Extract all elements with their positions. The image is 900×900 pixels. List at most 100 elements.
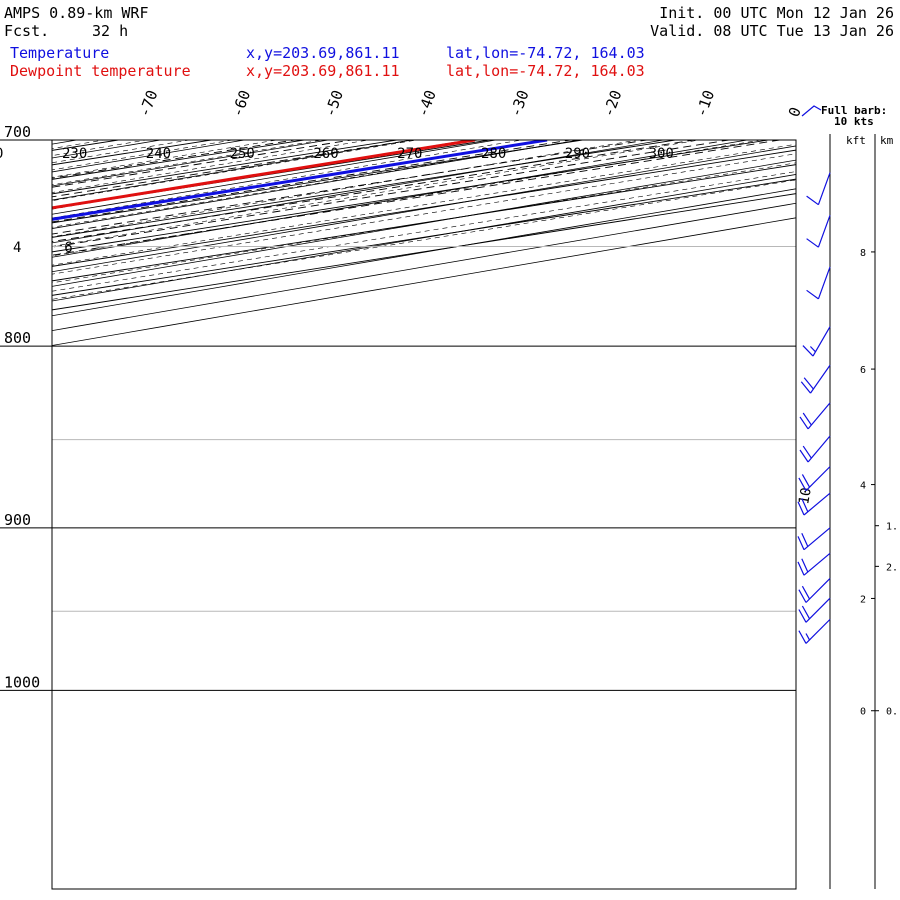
moist-adiabat-line bbox=[52, 140, 581, 228]
wind-barb bbox=[806, 172, 831, 206]
wind-barb bbox=[798, 597, 831, 623]
moist-adiabat-line bbox=[52, 140, 149, 156]
wind-barb bbox=[797, 527, 831, 551]
pressure-tick-label: 800 bbox=[4, 329, 31, 347]
moist-adiabat-line bbox=[52, 162, 796, 284]
isotherm-line bbox=[52, 140, 769, 253]
mixing-ratio-line bbox=[52, 140, 298, 179]
km-tick-label: 1. bbox=[886, 522, 898, 533]
dry-adiabat-label: 250 bbox=[230, 146, 255, 162]
legend-dewpoint-name: Dewpoint temperature bbox=[10, 62, 191, 80]
temperature-tick-label: -40 bbox=[414, 88, 440, 120]
wind-barb bbox=[797, 552, 831, 576]
dry-adiabat-line bbox=[52, 174, 796, 302]
dry-adiabat-line bbox=[52, 140, 583, 229]
model-title: AMPS 0.89-km WRF bbox=[4, 4, 149, 22]
legend-dewpoint-latlon: lat,lon=-74.72, 164.03 bbox=[446, 62, 645, 80]
dry-adiabat-line bbox=[52, 159, 796, 287]
dry-adiabat-line bbox=[52, 140, 666, 244]
dry-adiabat-line bbox=[52, 140, 247, 173]
barb-key-sample bbox=[801, 105, 822, 117]
isotherm-line bbox=[52, 140, 212, 166]
pressure-tick-label: 900 bbox=[4, 511, 31, 529]
dry-adiabat-line bbox=[52, 202, 796, 332]
legend-temperature-name: Temperature bbox=[10, 44, 110, 62]
mixing-ratio-label: 4 bbox=[13, 240, 21, 256]
mixing-ratio-line bbox=[52, 140, 650, 235]
moist-adiabat-line bbox=[52, 171, 796, 292]
pressure-tick-label: 700 bbox=[4, 123, 31, 141]
forecast-hours: 32 h bbox=[92, 22, 129, 40]
moist-adiabat-line bbox=[52, 140, 371, 193]
moist-adiabat-label: 10 bbox=[796, 486, 815, 505]
isotherm-line bbox=[52, 140, 305, 180]
isotherm-line bbox=[52, 178, 796, 296]
isotherm-line bbox=[52, 140, 583, 224]
wind-barb bbox=[799, 435, 831, 463]
mixing-ratio-line bbox=[52, 140, 355, 188]
km-axis-label: km bbox=[880, 134, 894, 147]
dry-adiabat-label: 240 bbox=[146, 146, 171, 162]
moist-adiabat-line bbox=[52, 140, 279, 178]
moist-adiabat-line bbox=[52, 153, 796, 275]
dry-adiabat-label: 280 bbox=[481, 146, 506, 162]
dry-adiabat-line bbox=[52, 140, 415, 201]
dry-adiabat-line bbox=[52, 140, 80, 145]
pressure-tick-label: 1000 bbox=[4, 673, 40, 691]
init-time: Init. 00 UTC Mon 12 Jan 26 bbox=[659, 4, 894, 22]
isotherm-line bbox=[52, 193, 796, 311]
temperature-profile-line bbox=[52, 140, 548, 221]
moist-adiabat-line bbox=[52, 140, 702, 247]
moist-adiabat-line bbox=[52, 140, 192, 164]
mixing-ratio-line bbox=[52, 140, 783, 256]
legend-temperature-latlon: lat,lon=-74.72, 164.03 bbox=[446, 44, 645, 62]
legend-dewpoint-xy: x,y=203.69,861.11 bbox=[246, 62, 400, 80]
temperature-tick-label: -50 bbox=[321, 88, 347, 120]
wind-barb bbox=[806, 215, 831, 248]
kft-tick-label: 2 bbox=[860, 594, 866, 605]
barb-key-line1: Full barb: bbox=[821, 104, 887, 117]
kft-tick-label: 6 bbox=[860, 365, 866, 376]
km-tick-label: 2. bbox=[886, 562, 898, 573]
wind-barb bbox=[798, 578, 831, 603]
mixing-ratio-line bbox=[52, 140, 574, 223]
wind-barb bbox=[798, 466, 831, 492]
dry-adiabat-label: 260 bbox=[313, 146, 338, 162]
moist-adiabat-line bbox=[52, 140, 235, 171]
moist-adiabat-line bbox=[52, 140, 470, 210]
moist-adiabat-line bbox=[52, 179, 796, 300]
valid-time: Valid. 08 UTC Tue 13 Jan 26 bbox=[650, 22, 894, 40]
temperature-tick-label: -70 bbox=[135, 88, 161, 120]
wind-barb bbox=[802, 326, 831, 357]
kft-axis-label: kft bbox=[846, 134, 866, 147]
moist-adiabat-line bbox=[52, 140, 106, 149]
legend-temperature-xy: x,y=203.69,861.11 bbox=[246, 44, 400, 62]
temperature-tick-label: 0 bbox=[785, 105, 805, 120]
dry-adiabat-label: 270 bbox=[397, 146, 422, 162]
dry-adiabat-line bbox=[52, 145, 796, 273]
temperature-tick-label: -60 bbox=[228, 88, 254, 120]
kft-tick-label: 0 bbox=[860, 707, 866, 718]
moist-adiabat-line bbox=[52, 143, 796, 266]
mixing-ratio-line bbox=[52, 140, 481, 208]
dry-adiabat-label: 290 bbox=[565, 146, 590, 162]
wind-barb bbox=[799, 402, 831, 430]
dry-adiabat-label: 220 bbox=[0, 146, 3, 162]
moist-adiabat-line bbox=[52, 140, 640, 238]
temperature-tick-label: -30 bbox=[506, 88, 532, 120]
temperature-tick-label: -20 bbox=[599, 88, 625, 120]
mixing-ratio-line bbox=[52, 140, 697, 243]
wind-barb bbox=[800, 364, 831, 394]
dry-adiabat-line bbox=[52, 188, 796, 317]
moist-adiabat-line bbox=[52, 140, 324, 186]
dry-adiabat-line bbox=[52, 217, 796, 346]
kft-tick-label: 8 bbox=[860, 248, 866, 259]
dry-adiabat-label: 300 bbox=[649, 146, 674, 162]
wind-barb bbox=[798, 618, 831, 644]
moist-adiabat-line bbox=[52, 140, 524, 219]
mixing-ratio-label: 6 bbox=[64, 240, 72, 256]
wind-barb bbox=[797, 492, 831, 516]
dry-adiabat-line bbox=[52, 140, 750, 258]
mixing-ratio-line bbox=[52, 140, 732, 248]
